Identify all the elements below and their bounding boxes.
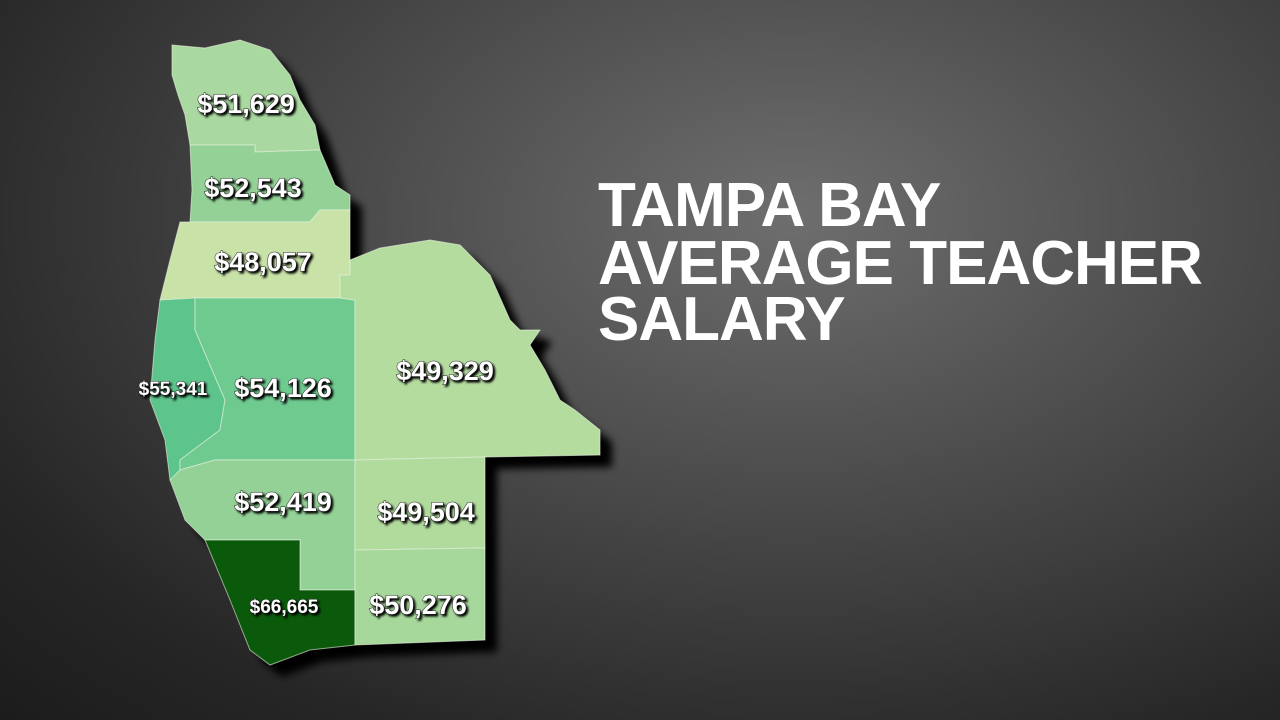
salary-label: $54,126 bbox=[234, 373, 332, 403]
region bbox=[339, 239, 601, 461]
region bbox=[354, 547, 486, 646]
title: TAMPA BAY AVERAGE TEACHER SALARY bbox=[598, 171, 1203, 354]
map bbox=[149, 39, 601, 666]
salary-label: $66,665 bbox=[250, 597, 319, 618]
region-labels: $51,629 $52,543 $48,057 $55,341 $54,126 … bbox=[138, 89, 494, 621]
salary-label: $49,329 bbox=[396, 356, 494, 386]
title-line: TAMPA BAY bbox=[598, 171, 941, 240]
region bbox=[204, 539, 356, 666]
salary-label: $52,419 bbox=[234, 487, 332, 517]
salary-label: $52,543 bbox=[204, 173, 302, 203]
salary-label: $49,504 bbox=[377, 497, 475, 527]
salary-label: $48,057 bbox=[214, 247, 312, 277]
title-line: AVERAGE TEACHER bbox=[598, 229, 1202, 298]
salary-label: $51,629 bbox=[197, 89, 295, 119]
region bbox=[189, 144, 351, 223]
salary-label: $55,341 bbox=[139, 379, 208, 400]
title-line: SALARY bbox=[598, 285, 845, 354]
salary-label: $50,276 bbox=[369, 590, 467, 620]
